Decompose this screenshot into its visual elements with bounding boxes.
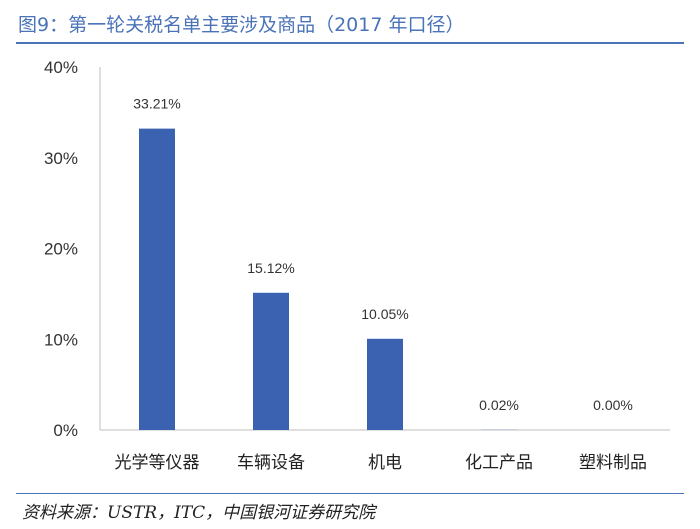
y-tick-label: 0% [53,421,78,440]
x-tick-label: 机电 [368,453,402,473]
x-tick-label: 光学等仪器 [115,453,200,473]
data-label: 15.12% [247,260,294,276]
data-label: 0.00% [593,397,633,413]
source-rule [16,493,684,494]
x-tick-label: 车辆设备 [237,453,305,473]
y-tick-label: 30% [44,149,78,168]
data-label: 10.05% [361,306,408,322]
y-tick-label: 40% [44,58,78,77]
bar [253,292,289,430]
figure-title: 图9：第一轮关税名单主要涉及商品（2017 年口径） [18,14,465,36]
data-label: 0.02% [479,397,519,413]
source-note: 资料来源：USTR，ITC，中国银河证券研究院 [22,503,376,523]
x-tick-label: 塑料制品 [579,453,647,473]
x-tick-label: 化工产品 [465,453,533,473]
y-tick-label: 10% [44,330,78,349]
bar [367,338,403,430]
data-label: 33.21% [133,96,180,112]
y-tick-label: 20% [44,240,78,259]
title-rule [16,42,684,44]
bar [139,128,175,430]
